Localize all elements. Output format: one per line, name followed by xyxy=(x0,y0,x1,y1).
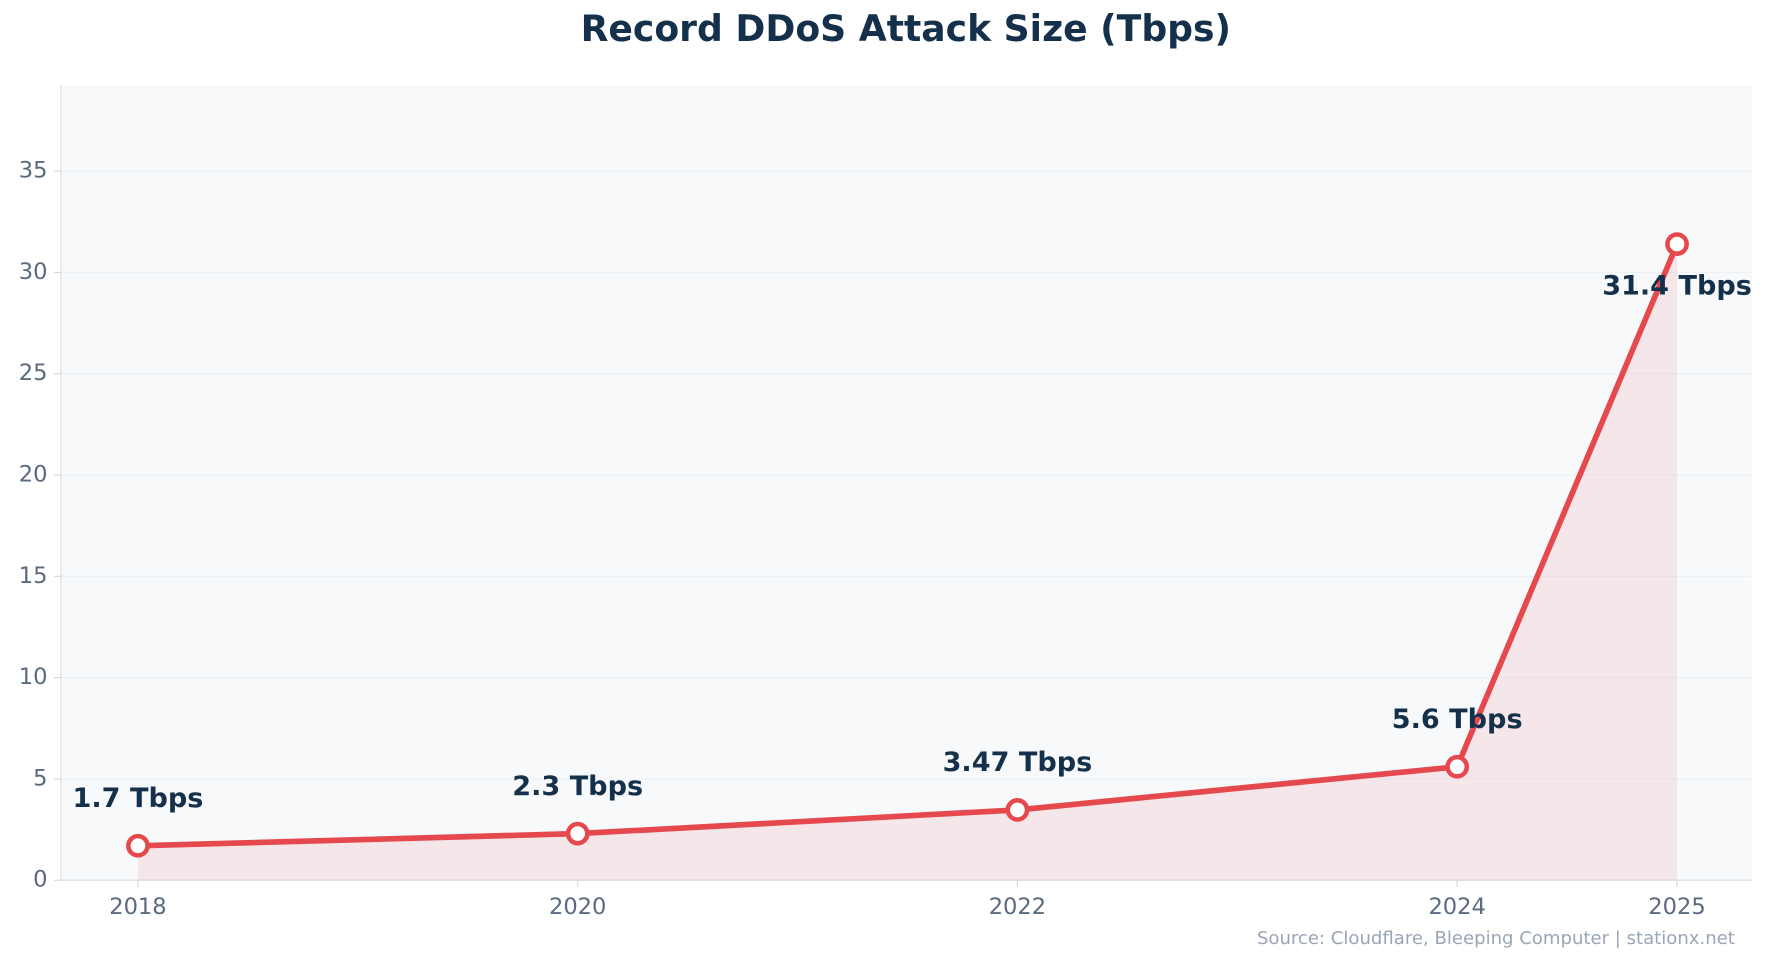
y-tick-label: 5 xyxy=(33,765,47,791)
marker xyxy=(1445,754,1470,779)
value-label: 31.4 Tbps xyxy=(1602,271,1752,302)
marker xyxy=(565,821,590,846)
value-label: 1.7 Tbps xyxy=(73,783,204,814)
y-tick-label: 0 xyxy=(33,867,47,893)
x-tick-label: 2024 xyxy=(1428,894,1485,920)
y-tick-label: 10 xyxy=(19,664,48,690)
y-tick-label: 30 xyxy=(19,259,48,285)
x-tick-label: 2018 xyxy=(109,894,166,920)
y-tick-label: 35 xyxy=(19,158,48,184)
marker xyxy=(126,833,150,858)
plot-area xyxy=(60,85,1752,881)
x-tick-label: 2022 xyxy=(989,894,1046,920)
area xyxy=(137,244,1678,881)
source-note: Source: Cloudflare, Bleeping Computer | … xyxy=(1257,928,1735,949)
marker xyxy=(1665,232,1689,256)
y-tick-label: 15 xyxy=(19,563,48,589)
x-tick-label: 2020 xyxy=(549,894,606,920)
value-label: 2.3 Tbps xyxy=(512,771,643,802)
y-tick-label: 20 xyxy=(19,462,48,488)
value-label: 5.6 Tbps xyxy=(1392,704,1523,735)
marker xyxy=(1005,798,1030,822)
value-label: 3.47 Tbps xyxy=(943,747,1093,778)
x-tick-label: 2025 xyxy=(1648,894,1705,920)
y-tick-label: 25 xyxy=(19,360,48,386)
chart-title: Record DDoS Attack Size (Tbps) xyxy=(581,7,1231,50)
